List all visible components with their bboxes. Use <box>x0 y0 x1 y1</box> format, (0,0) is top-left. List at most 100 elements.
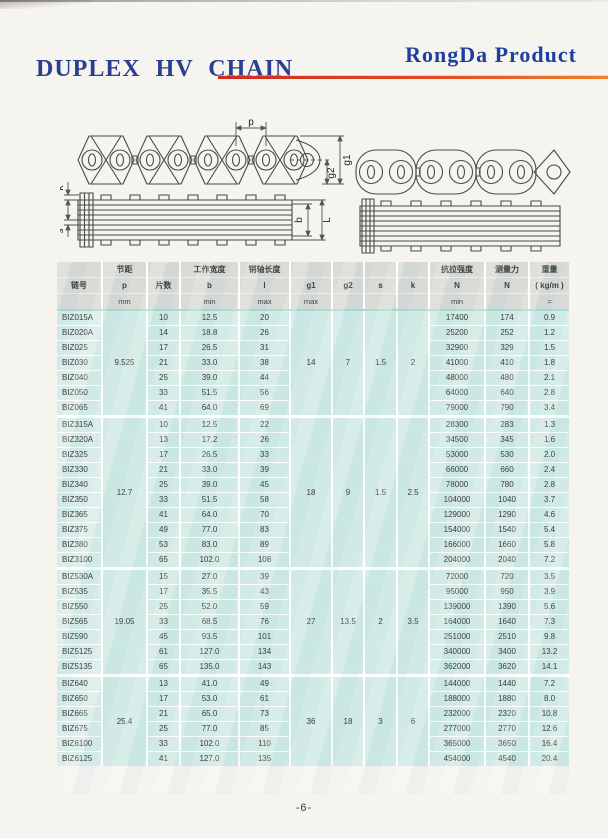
header-line: ( kg/m ) <box>530 278 569 294</box>
cell-model: BIZ325 <box>57 447 102 463</box>
cell-weight: 2.1 <box>528 370 569 386</box>
table-row: BIZ550 25 52.0 59 139000 1390 5.6 <box>57 599 569 615</box>
cell-pin-l: 101 <box>238 629 290 645</box>
cell-width-b: 64.0 <box>179 507 239 523</box>
cell-pin-l: 143 <box>238 659 290 676</box>
cell-force: 950 <box>484 584 529 600</box>
cell-model: BIZ675 <box>57 721 102 737</box>
cell-pin-l: 20 <box>238 309 290 326</box>
cell-plates: 10 <box>146 309 180 326</box>
cell-g1: 18 <box>289 415 332 569</box>
cell-width-b: 17.2 <box>179 432 239 448</box>
header-line <box>148 294 179 309</box>
g2-label: g2 <box>326 167 337 179</box>
cell-force: 329 <box>484 340 529 356</box>
cell-tensile: 188000 <box>428 691 485 707</box>
table-row: BIZ5135 65 135.0 143 362000 3620 14.1 <box>57 659 569 676</box>
cell-tensile: 41000 <box>428 355 485 371</box>
cell-tensile: 365000 <box>428 736 485 752</box>
table-row: BIZ330 21 33.0 39 66000 660 2.4 <box>57 462 569 478</box>
cell-model: BIZ320A <box>57 432 102 448</box>
cell-width-b: 77.0 <box>179 522 239 538</box>
cell-g1: 14 <box>289 309 332 417</box>
cell-tensile: 144000 <box>428 674 485 692</box>
table-row: BIZ025 17 26.5 31 32900 329 1.5 <box>57 340 569 356</box>
cell-width-b: 93.5 <box>179 629 239 645</box>
scan-top-edge <box>0 0 608 2</box>
header-line: 抗拉强度 <box>430 262 484 278</box>
cell-width-b: 83.0 <box>179 537 239 553</box>
cell-g2: 7 <box>331 309 364 417</box>
dimension-lines-top <box>235 122 344 185</box>
cell-plates: 25 <box>146 370 180 386</box>
header-line <box>398 294 428 309</box>
cell-model: BIZ535 <box>57 584 102 600</box>
cell-model: BIZ340 <box>57 477 102 493</box>
header-line: p <box>103 278 146 294</box>
header-line: g1 <box>291 278 331 294</box>
cell-plates: 61 <box>146 644 180 660</box>
cell-tensile: 340000 <box>428 644 485 660</box>
table-row: BIZ350 33 51.5 58 104000 1040 3.7 <box>57 492 569 508</box>
cell-weight: 20.4 <box>528 751 569 766</box>
cell-tensile: 25200 <box>428 325 485 341</box>
col-header-plates: 片数 <box>146 262 180 311</box>
cell-width-b: 26.5 <box>179 447 239 463</box>
cell-model: BIZ650 <box>57 691 102 707</box>
cell-k: 6 <box>396 674 429 766</box>
s-label: s <box>60 229 66 234</box>
cell-model: BIZ030 <box>57 355 102 371</box>
g1-label: g1 <box>342 154 353 166</box>
cell-plates: 33 <box>146 492 180 508</box>
cell-pitch: 9.525 <box>101 309 147 417</box>
table-row: BIZ5125 61 127.0 134 340000 3400 13.2 <box>57 644 569 660</box>
cell-force: 2510 <box>484 629 529 645</box>
chain-top-view <box>77 135 321 185</box>
cell-width-b: 127.0 <box>179 644 239 660</box>
cell-pin-l: 83 <box>238 522 290 538</box>
table-row: BIZ065 41 64.0 69 79000 790 3.4 <box>57 400 569 417</box>
cell-weight: 2.4 <box>528 462 569 478</box>
table-row: BIZ040 25 39.0 44 48000 480 2.1 <box>57 370 569 386</box>
cell-plates: 53 <box>146 537 180 553</box>
col-header-pin: 销轴长度 l max <box>238 262 290 311</box>
cell-pin-l: 76 <box>238 614 290 630</box>
cell-model: BIZ530A <box>57 567 102 585</box>
header-line: 销轴长度 <box>240 262 289 278</box>
cell-pin-l: 134 <box>238 644 290 660</box>
cell-weight: 2.8 <box>528 477 569 493</box>
cell-s: 1.5 <box>363 309 397 417</box>
pitch-label: p <box>248 117 254 128</box>
col-header-width: 工作宽度 b min <box>179 262 239 311</box>
cell-weight: 4.6 <box>528 507 569 523</box>
cell-force: 4540 <box>484 751 529 766</box>
cell-width-b: 33.0 <box>179 355 239 371</box>
cell-weight: 1.2 <box>528 325 569 341</box>
cell-width-b: 102.0 <box>179 736 239 752</box>
cell-width-b: 39.0 <box>179 370 239 386</box>
cell-width-b: 39.0 <box>179 477 239 493</box>
cell-model: BIZ640 <box>57 674 102 692</box>
table-row: BIZ650 17 53.0 61 188000 1880 8.0 <box>57 691 569 707</box>
cell-tensile: 251000 <box>428 629 485 645</box>
cell-width-b: 18.8 <box>179 325 239 341</box>
cell-pin-l: 43 <box>238 584 290 600</box>
header-line: 工作宽度 <box>181 262 238 278</box>
cell-force: 1660 <box>484 537 529 553</box>
cell-width-b: 102.0 <box>179 552 239 569</box>
header-line: 链号 <box>57 278 101 294</box>
header-line: g2 <box>333 278 363 294</box>
table-row: BIZ375 49 77.0 83 154000 1540 5.4 <box>57 522 569 538</box>
header-line: N <box>486 278 528 294</box>
cell-weight: 2.0 <box>528 447 569 463</box>
cell-force: 530 <box>484 447 529 463</box>
cell-tensile: 95000 <box>428 584 485 600</box>
cell-weight: 3.7 <box>528 492 569 508</box>
cell-g1: 27 <box>289 567 332 676</box>
cell-model: BIZ065 <box>57 400 102 417</box>
header-line: s <box>365 278 396 294</box>
header-line: 片数 <box>148 278 179 294</box>
brand-title: RongDa Product <box>405 42 577 67</box>
cell-width-b: 41.0 <box>179 674 239 692</box>
